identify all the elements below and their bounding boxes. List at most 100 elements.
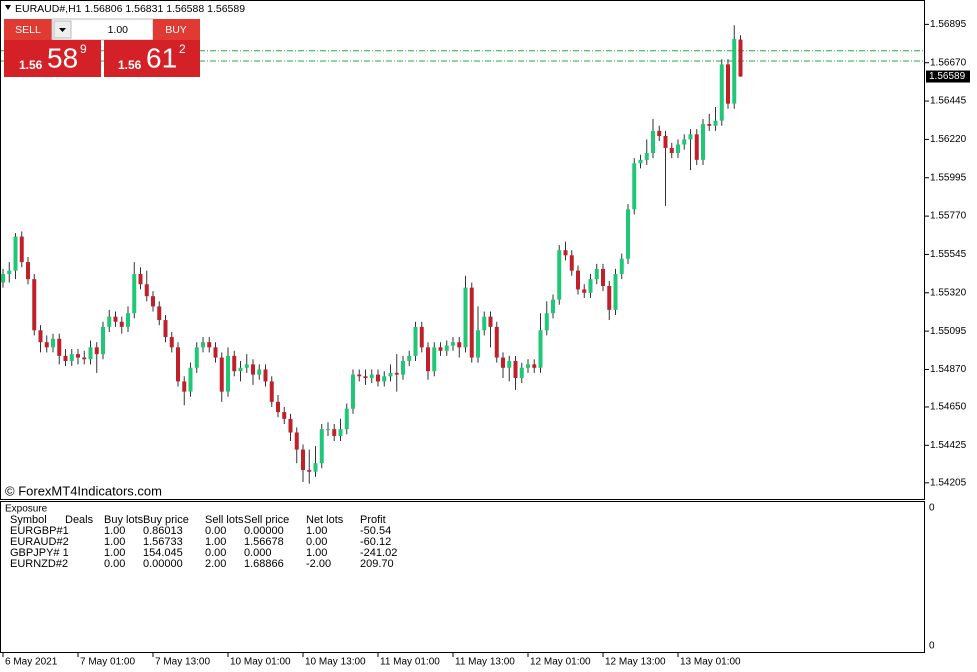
candle-body: [701, 124, 705, 160]
candle-body: [363, 376, 368, 378]
candle-body: [176, 347, 180, 382]
candle-body: [738, 39, 743, 77]
candle-body: [707, 124, 712, 126]
chart-header: EURAUD#,H1 1.56806 1.56831 1.56588 1.565…: [15, 3, 245, 15]
sell-button[interactable]: [4, 19, 52, 40]
exposure-cell: 0.00: [104, 558, 125, 570]
candle-body: [107, 316, 112, 327]
candle-body: [588, 279, 593, 293]
exposure-cell: EURNZD#2: [10, 558, 68, 570]
candle-body: [94, 347, 99, 355]
candle-body: [19, 236, 24, 263]
candle-body: [88, 347, 93, 360]
candle-body: [26, 262, 30, 280]
exposure-cell: 1.00: [306, 525, 327, 537]
x-tick-label: 12 May 01:00: [530, 657, 591, 668]
candle-body: [194, 347, 199, 368]
exposure-scale-top: 0: [929, 503, 935, 514]
buy-button[interactable]: [153, 19, 200, 40]
buy-price-box[interactable]: [104, 40, 200, 77]
exposure-cell: -50.54: [360, 525, 391, 537]
exposure-cell: 0.86013: [143, 525, 183, 537]
candle-body: [644, 153, 649, 160]
y-tick-label: 1.54205: [930, 477, 967, 488]
candle-body: [344, 408, 349, 430]
exposure-cell: 1.00: [306, 547, 327, 559]
exposure-cell: EURGBP#1: [10, 525, 69, 537]
candle-body: [188, 367, 193, 392]
candle-body: [351, 374, 355, 409]
price-label: 1.56589: [929, 71, 966, 82]
candle-body: [144, 284, 149, 297]
candle-body: [326, 429, 330, 431]
candle-body: [269, 381, 274, 402]
exposure-cell: 0.00: [205, 525, 226, 537]
price-label-box: [926, 70, 970, 83]
candle-body: [569, 255, 574, 271]
candle-body: [76, 354, 80, 358]
candle-body: [251, 364, 255, 375]
candle-body: [457, 342, 462, 348]
exposure-header: Sell price: [244, 514, 289, 526]
y-tick-label: 1.55320: [930, 287, 967, 298]
candle-body: [338, 429, 343, 436]
exposure-cell: 1.56678: [244, 536, 284, 548]
symbol: EURAUD#,H1: [15, 3, 82, 15]
exposure-header: Sell lots: [205, 514, 244, 526]
candle-body: [238, 367, 243, 372]
exposure-cell: 154.045: [143, 547, 183, 559]
candle-body: [51, 338, 55, 348]
y-tick-label: 1.54870: [930, 364, 967, 375]
candle-body: [638, 159, 643, 164]
exposure-frame: [0, 501, 925, 653]
exposure-scale-bottom: 0: [929, 641, 935, 652]
high: 1.56831: [125, 3, 163, 15]
candle-body: [563, 250, 568, 256]
candle-body: [663, 136, 668, 148]
candle-body: [551, 299, 555, 314]
candle-body: [463, 287, 468, 348]
candle-body: [488, 316, 493, 327]
sell-price-prefix: 1.56: [19, 58, 43, 72]
candle-body: [13, 236, 18, 271]
candle-body: [451, 342, 455, 346]
candle-body: [313, 463, 318, 472]
candle-body: [132, 274, 137, 314]
candle-body: [438, 347, 443, 351]
candle-body: [482, 316, 487, 331]
exposure-cell: 1.68866: [244, 558, 284, 570]
y-tick-label: 1.56445: [930, 96, 967, 107]
sell-price-big: 58: [47, 42, 78, 73]
candle-body: [226, 355, 230, 392]
exposure-cell: -2.00: [306, 558, 331, 570]
candle-body: [163, 320, 168, 338]
exposure-cell: 0.00000: [143, 558, 183, 570]
candle-body: [288, 418, 293, 433]
dropdown-arrow: [59, 28, 66, 32]
candle-body: [413, 326, 418, 356]
exposure-header: Buy lots: [104, 514, 144, 526]
candle-body: [626, 209, 630, 259]
candle-body: [169, 337, 174, 348]
candle-body: [157, 306, 162, 321]
candle-body: [138, 274, 143, 285]
exposure-cell: 0.00: [306, 536, 327, 548]
candle-body: [557, 250, 562, 300]
close: 1.56589: [207, 3, 245, 15]
candle-body: [732, 38, 737, 104]
candle-body: [44, 342, 49, 348]
buy-price-prefix: 1.56: [118, 58, 142, 72]
y-tick-label: 1.55770: [930, 211, 967, 222]
candle-body: [657, 130, 662, 136]
candle-body: [407, 355, 412, 361]
candle-body: [219, 357, 224, 392]
candle-body: [276, 401, 280, 413]
candle-body: [513, 360, 518, 378]
sell-price-box[interactable]: [4, 40, 101, 77]
candle-body: [632, 163, 637, 210]
candle-body: [444, 345, 449, 351]
sell-label: SELL: [15, 24, 41, 36]
